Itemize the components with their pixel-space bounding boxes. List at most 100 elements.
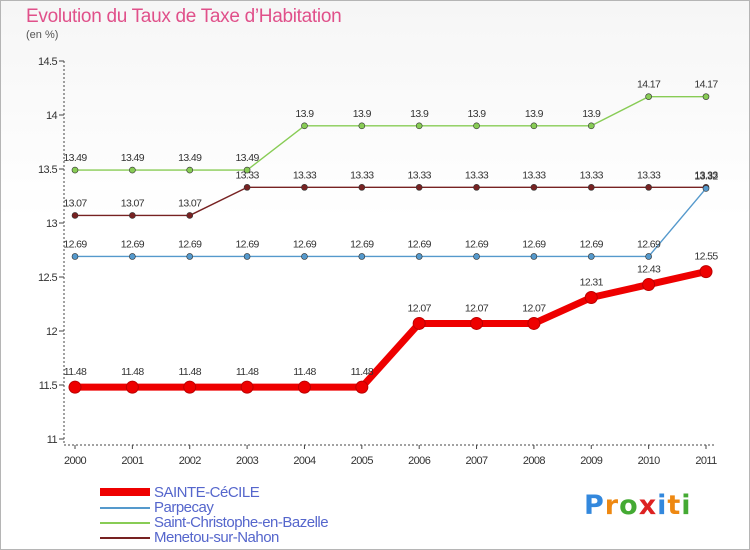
data-label: 11.48 (64, 366, 87, 378)
legend-label: Menetou-sur-Nahon (154, 529, 279, 546)
data-point (587, 184, 595, 191)
data-point (71, 253, 79, 260)
data-label: 14.17 (694, 79, 718, 91)
x-tick-label: 2008 (523, 455, 546, 467)
data-point (186, 212, 194, 219)
data-label: 13.33 (522, 169, 546, 181)
data-point (702, 93, 710, 100)
data-point (358, 253, 366, 260)
series-line (75, 187, 707, 258)
y-tick-label: 11 (47, 434, 58, 446)
data-point (355, 380, 369, 394)
data-point (129, 166, 136, 174)
data-point (415, 122, 423, 130)
data-point (71, 212, 79, 219)
data-label: 12.69 (235, 238, 259, 250)
data-point (243, 184, 251, 191)
data-label: 13.49 (235, 152, 259, 164)
logo-letter: i (657, 490, 668, 521)
y-tick-label: 12.5 (38, 272, 57, 284)
data-label: 13.9 (353, 108, 372, 120)
x-tick-label: 2011 (695, 455, 717, 467)
data-point (301, 253, 308, 260)
data-label: 13.33 (465, 169, 489, 181)
data-label: 11.48 (121, 366, 144, 378)
data-label: 13.32 (694, 170, 718, 182)
chart-title: Evolution du Taux de Taxe d’Habitation (26, 6, 342, 27)
series-line (75, 268, 707, 391)
data-label: 13.33 (235, 169, 259, 181)
data-label: 12.69 (580, 238, 604, 250)
legend-label: SAINTE-CéCILE (154, 484, 260, 501)
y-tick-label: 13.5 (38, 164, 57, 176)
data-label: 13.33 (293, 169, 317, 181)
data-label: 13.33 (694, 169, 718, 181)
data-point (530, 184, 538, 191)
data-label: 12.69 (63, 238, 87, 250)
x-tick-label: 2010 (638, 455, 661, 467)
data-label: 13.33 (580, 169, 604, 181)
legend-swatch (100, 507, 150, 509)
data-label: 12.07 (465, 302, 489, 314)
data-label: 13.33 (350, 169, 374, 181)
data-point (584, 291, 598, 305)
x-tick-label: 2005 (351, 455, 374, 467)
data-point (412, 316, 426, 330)
x-tick-label: 2007 (466, 455, 489, 467)
legend-label: Parpecay (154, 499, 214, 516)
data-label: 12.69 (350, 238, 374, 250)
data-label: 13.9 (525, 108, 544, 120)
legend-swatch (100, 522, 150, 524)
data-label: 12.69 (408, 238, 432, 250)
data-point (301, 184, 308, 191)
data-point (587, 122, 595, 130)
y-tick-label: 14.5 (38, 56, 57, 68)
data-point (645, 253, 652, 260)
data-point (702, 185, 710, 192)
logo-letter: r (604, 490, 620, 521)
data-label: 13.07 (121, 197, 145, 209)
logo-letter: P (584, 490, 605, 521)
proxiti-logo: Proxiti (584, 490, 692, 521)
y-tick-label: 14 (46, 110, 58, 122)
data-point (240, 380, 254, 394)
data-label: 12.69 (293, 238, 317, 250)
data-label: 13.33 (637, 169, 661, 181)
data-point (243, 166, 251, 174)
data-point (470, 316, 484, 330)
y-tick-label: 13 (46, 218, 58, 230)
data-label: 13.9 (468, 108, 487, 120)
series-line (75, 95, 706, 171)
y-axis-unit-label: (en %) (26, 29, 59, 41)
x-tick-label: 2003 (236, 455, 259, 467)
data-label: 11.48 (236, 366, 259, 378)
logo-letter: x (638, 490, 658, 521)
data-label: 12.43 (637, 264, 661, 276)
data-point (71, 166, 79, 174)
data-point (68, 380, 82, 394)
data-point (243, 253, 251, 260)
legend-swatch (100, 488, 150, 496)
data-label: 13.33 (408, 169, 432, 181)
data-point (358, 184, 366, 191)
data-point (530, 253, 538, 260)
data-label: 13.9 (410, 108, 429, 120)
logo-letter: o (619, 490, 639, 521)
data-point (301, 122, 308, 130)
data-point (473, 184, 480, 191)
data-label: 12.07 (408, 302, 432, 314)
x-tick-label: 2006 (408, 455, 431, 467)
data-point (129, 212, 136, 219)
y-tick-label: 12 (46, 326, 58, 338)
y-tick-label: 11.5 (39, 380, 58, 392)
data-label: 12.69 (465, 238, 489, 250)
data-point (473, 122, 480, 130)
x-tick-label: 2004 (293, 455, 316, 467)
data-label: 12.07 (522, 302, 546, 314)
series-line (75, 186, 706, 217)
data-label: 12.69 (637, 238, 661, 250)
data-point (587, 253, 595, 260)
x-tick-label: 2001 (121, 455, 144, 467)
data-point (642, 278, 656, 292)
